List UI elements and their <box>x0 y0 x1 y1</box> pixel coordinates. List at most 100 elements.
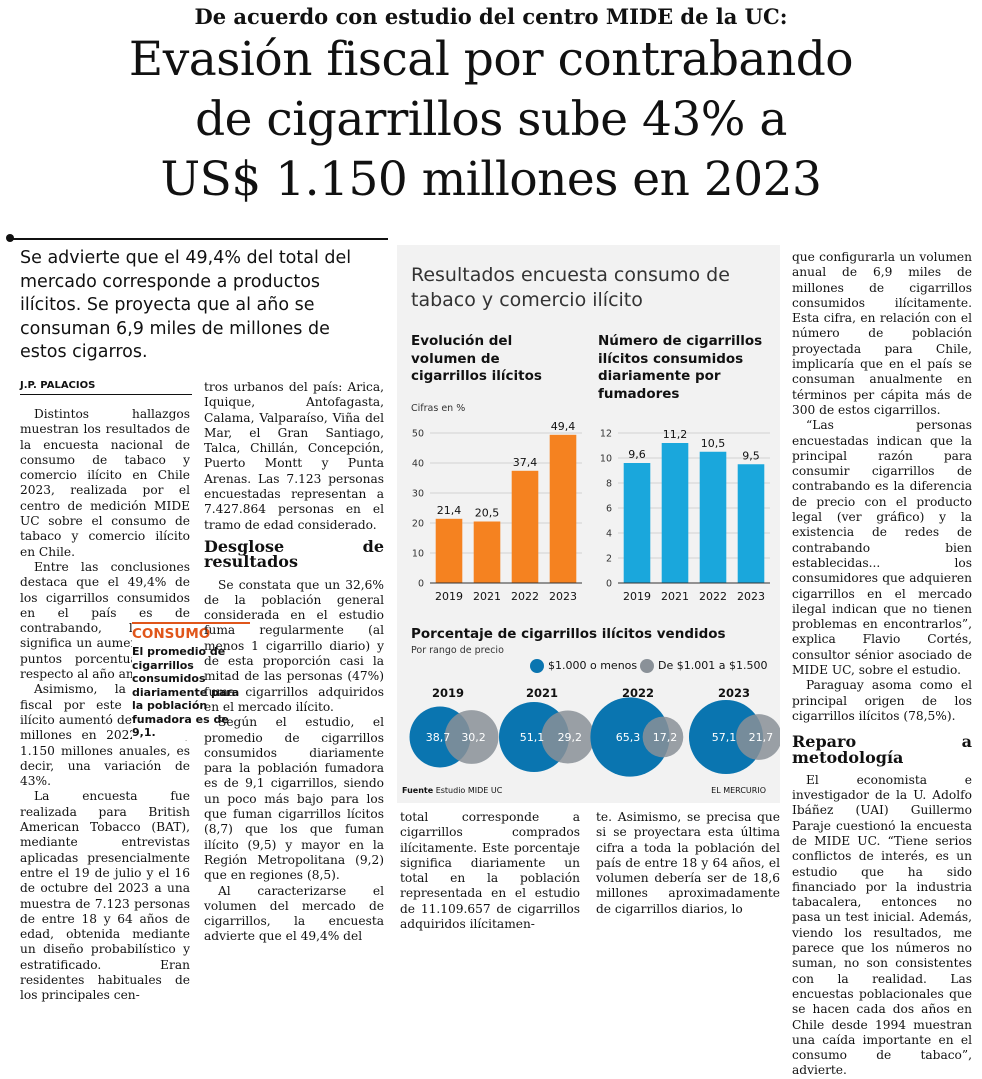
chart2-xtick-label: 2023 <box>737 590 765 603</box>
chart3-value-label: 38,7 <box>426 731 451 744</box>
chart1-value-label: 20,5 <box>475 507 500 520</box>
chart1-xtick-label: 2023 <box>549 590 577 603</box>
chart-2-title: Número de cigarrillos ilícitos consumido… <box>598 333 763 402</box>
chart3-year-label: 2021 <box>526 686 558 700</box>
article-column-5: que configurarla un volumen anual de 6,9… <box>792 250 972 1079</box>
paragraph: te. Asimismo, se precisa que si se proye… <box>596 810 780 916</box>
chart2-value-label: 10,5 <box>701 437 726 450</box>
chart2-xtick-label: 2022 <box>699 590 727 603</box>
chart-3-title: Porcentaje de cigarrillos ilícitos vendi… <box>411 626 726 642</box>
legend-swatch-1 <box>530 659 544 673</box>
chart1-bar <box>473 521 501 583</box>
chart2-bar <box>661 443 689 583</box>
paragraph: Entre las conclusiones destaca que el 49… <box>20 559 190 682</box>
chart1-xtick-label: 2021 <box>473 590 501 603</box>
chart3-bubble-mid-price <box>642 716 684 758</box>
chart1-xtick-label: 2019 <box>435 590 463 603</box>
chart3-value-label: 30,2 <box>461 731 486 744</box>
chart3-bubble-low-price <box>688 699 764 775</box>
chart3-bubble-mid-price <box>444 710 499 764</box>
article-column-4: te. Asimismo, se precisa que si se proye… <box>596 810 780 917</box>
headline: Evasión fiscal por contrabando de cigarr… <box>0 30 982 210</box>
footer-source: Estudio MIDE UC <box>435 786 503 795</box>
headline-line-3: US$ 1.150 millones en 2023 <box>160 152 822 207</box>
chart2-ytick-label: 0 <box>606 579 612 590</box>
chart2-bar <box>699 451 727 583</box>
callout-title: CONSUMO <box>132 622 250 642</box>
chart-volumen-ilicito: 0 10 20 30 40 50 21,4 2019 20,5 2021 37,4 2022 49,4 2… <box>412 420 582 603</box>
paragraph: “Las personas encuestadas indican que la… <box>792 418 972 678</box>
chart1-ytick-label: 50 <box>412 429 424 440</box>
infographic-title: Resultados encuesta consumo de tabaco y … <box>411 264 730 311</box>
chart-1-ylabel: Cifras en % <box>411 403 466 414</box>
chart3-value-label: 51,1 <box>520 731 545 744</box>
chart-1-title: Evolución del volumen de cigarrillos ilí… <box>411 333 542 384</box>
chart-precio-bubbles: 2019 38,7 30,2 2021 51,1 29,2 2022 65,3 17,2 2023… <box>409 686 780 777</box>
chart1-xtick-label: 2022 <box>511 590 539 603</box>
section-subhead: Desglose de resultados <box>204 536 384 572</box>
paragraph: La encuesta fue realizada para British A… <box>20 789 190 1003</box>
footer-source-label: Fuente <box>402 786 434 795</box>
paragraph: Distintos hallazgos muestran los resulta… <box>20 407 190 559</box>
infographic-footer: Fuente Estudio MIDE UC EL MERCURIO <box>402 786 774 795</box>
chart3-bubble-low-price <box>590 697 670 777</box>
legend-label-1: $1.000 o menos <box>548 659 638 672</box>
legend-label-2: De $1.001 a $1.500 <box>658 659 768 672</box>
chart2-ytick-label: 4 <box>606 529 612 540</box>
kicker: De acuerdo con estudio del centro MIDE d… <box>194 4 788 29</box>
chart3-value-label: 65,3 <box>616 731 641 744</box>
chart2-value-label: 11,2 <box>663 428 688 441</box>
byline-rule <box>20 394 192 395</box>
chart1-ytick-label: 10 <box>412 549 424 560</box>
chart1-bar <box>549 434 577 583</box>
lede: Se advierte que el 49,4% del total del m… <box>20 248 352 362</box>
chart2-ytick-label: 12 <box>600 429 612 440</box>
chart2-ytick-label: 6 <box>606 504 612 515</box>
callout-box: CONSUMO El promedio de cigarrillos consu… <box>132 622 250 740</box>
chart-cigarrillos-diarios: 0 2 4 6 8 10 12 9,6 2019 11,2 2021 10,5 2022 9,5 2023 <box>600 428 770 603</box>
chart3-value-label: 29,2 <box>558 731 583 744</box>
chart1-value-label: 37,4 <box>513 456 538 469</box>
lede-rule <box>8 238 388 240</box>
chart1-ytick-label: 20 <box>412 519 424 530</box>
legend: $1.000 o menos De $1.001 a $1.500 <box>530 658 775 676</box>
paragraph: Al caracterizarse el volumen del mercado… <box>204 883 384 944</box>
paragraph: total corresponde a cigarrillos comprado… <box>400 810 580 932</box>
chart2-xtick-label: 2019 <box>623 590 651 603</box>
paragraph: Se constata que un 32,6% de la población… <box>204 577 384 714</box>
chart2-ytick-label: 8 <box>606 479 612 490</box>
chart2-bar <box>623 463 651 583</box>
chart1-bar <box>511 470 539 583</box>
chart1-value-label: 49,4 <box>551 420 576 433</box>
legend-swatch-2 <box>640 659 654 673</box>
chart3-bubble-mid-price <box>541 710 595 764</box>
paragraph: Según el estudio, el promedio de cigarri… <box>204 715 384 883</box>
chart3-year-label: 2023 <box>718 686 750 700</box>
paragraph: Paraguay asoma como el principal origen … <box>792 678 972 723</box>
chart3-value-label: 17,2 <box>653 731 678 744</box>
chart1-ytick-label: 30 <box>412 489 424 500</box>
chart-3-subtitle: Por rango de precio <box>411 645 504 656</box>
paragraph: tros urbanos del país: Arica, Iquique, A… <box>204 380 384 532</box>
chart1-ytick-label: 40 <box>412 459 424 470</box>
chart2-value-label: 9,5 <box>742 449 760 462</box>
chart3-bubble-mid-price <box>736 714 780 760</box>
section-subhead: Reparo a metodología <box>792 732 972 767</box>
chart2-xtick-label: 2021 <box>661 590 689 603</box>
byline: J.P. PALACIOS <box>20 380 96 391</box>
callout-text: El promedio de cigarrillos consumidos di… <box>132 645 240 739</box>
chart3-value-label: 21,7 <box>749 731 774 744</box>
article-column-3: total corresponde a cigarrillos comprado… <box>400 810 580 932</box>
chart3-year-label: 2019 <box>432 686 464 700</box>
chart1-value-label: 21,4 <box>437 504 462 517</box>
headline-line-1: Evasión fiscal por contrabando <box>128 32 854 87</box>
article-column-2: tros urbanos del país: Arica, Iquique, A… <box>204 380 384 945</box>
chart2-bar <box>737 464 765 583</box>
paragraph: El economista e investigador de la U. Ad… <box>792 772 972 1078</box>
chart1-bar <box>435 518 463 583</box>
bullet-dot-icon <box>6 234 14 242</box>
footer-brand: EL MERCURIO <box>711 786 766 795</box>
chart3-year-label: 2022 <box>622 686 654 700</box>
headline-line-2: de cigarrillos sube 43% a <box>195 92 787 147</box>
chart3-value-label: 57,1 <box>712 731 737 744</box>
